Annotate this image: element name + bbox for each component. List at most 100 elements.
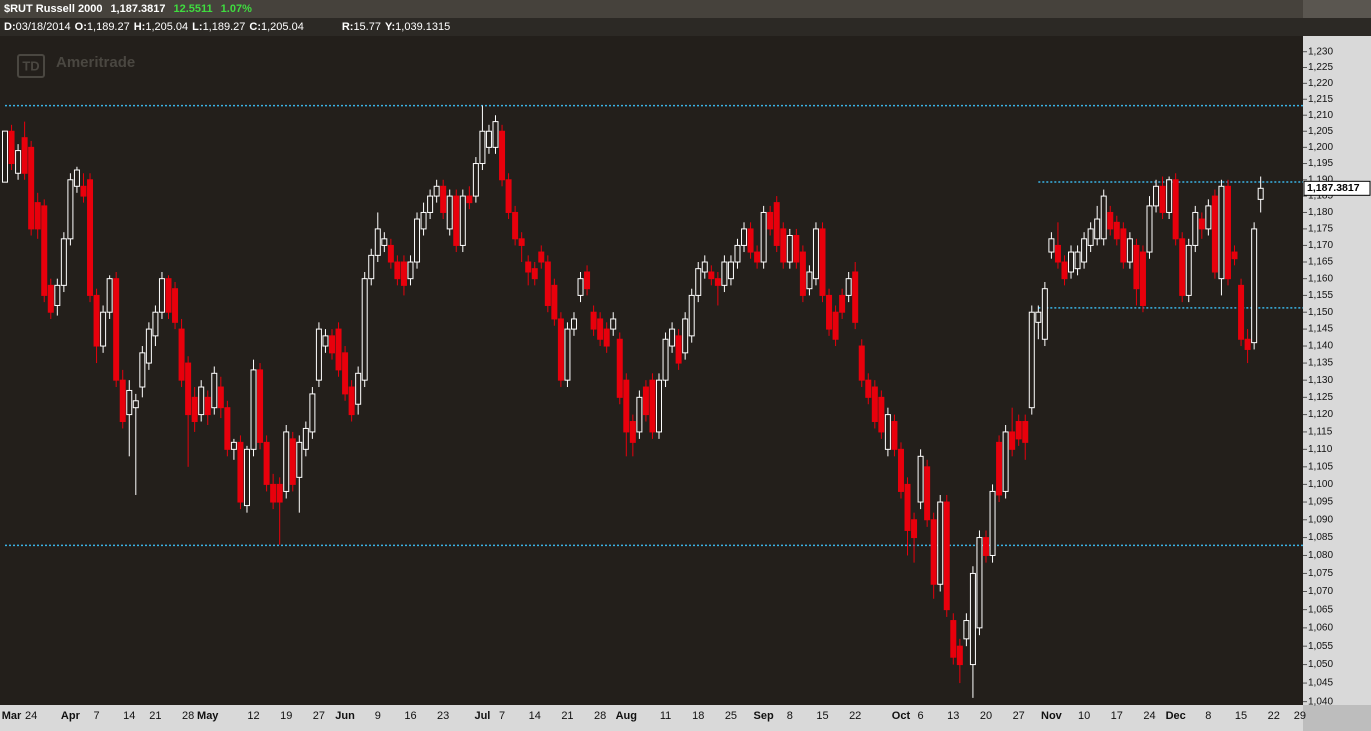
field-value: 1,205.04 [145, 21, 189, 33]
candle-body [812, 228, 819, 280]
candle-body [1028, 311, 1035, 409]
y-tick-label: 1,190 [1308, 174, 1333, 185]
candle-body [897, 448, 904, 492]
y-tick-label: 1,200 [1308, 142, 1333, 153]
x-tick-label: Nov [1041, 710, 1063, 722]
last-price: 1,187.3817 [110, 3, 166, 15]
candle-body [839, 294, 846, 313]
y-tick-label: 1,220 [1308, 78, 1333, 89]
candle-body [721, 261, 728, 286]
y-tick-label: 1,110 [1308, 444, 1333, 455]
candle-body [381, 238, 388, 246]
candle-body [355, 372, 362, 405]
candle-body [322, 335, 329, 347]
candle-body [871, 386, 878, 423]
candle-body [100, 311, 107, 347]
candle-body [158, 278, 165, 313]
candle-body [1224, 185, 1231, 280]
x-tick-label: 9 [375, 710, 381, 722]
candle-body [603, 328, 610, 347]
candle-body [865, 379, 872, 398]
x-tick-label: 24 [25, 710, 37, 722]
x-tick-label: Jul [474, 710, 490, 722]
last-price-box [1303, 180, 1371, 196]
candle-body [1185, 244, 1192, 296]
candle-body [1198, 218, 1205, 230]
x-tick-label: May [197, 710, 219, 722]
candle-body [656, 379, 662, 433]
candle-body [1041, 288, 1048, 340]
x-tick-label: Oct [892, 710, 911, 722]
candle-body [1126, 238, 1133, 263]
candle-body [8, 130, 15, 165]
y-axis-area [1303, 36, 1371, 731]
candle-body [1153, 185, 1160, 207]
candle-body [400, 261, 407, 286]
quote-row: $RUT Russell 2000 1,187.3817 12.5511 1.0… [0, 0, 1371, 18]
candle-body [224, 407, 231, 450]
y-tick-label: 1,065 [1308, 604, 1333, 615]
field-key: O: [74, 21, 87, 33]
candle-body [433, 185, 440, 197]
candle-body [512, 211, 519, 240]
candle-body [1035, 311, 1042, 323]
candle-body [976, 537, 983, 629]
y-tick-label: 1,185 [1308, 191, 1333, 202]
candle-body [368, 254, 375, 280]
candle-body [767, 211, 774, 230]
candle-body [132, 400, 139, 409]
y-tick-label: 1,150 [1308, 307, 1333, 318]
candle-body [60, 238, 67, 286]
candle-body [73, 169, 80, 187]
marks: 1,040 1,045 1,050 1,055 1,060 1,065 1,070 1,075… [2, 46, 1371, 722]
watermark-logo: TD [22, 58, 39, 73]
candle-body [145, 328, 152, 364]
cursor-key: R: [341, 21, 354, 33]
y-tick-label: 1,120 [1308, 409, 1333, 420]
candle-body [1244, 338, 1251, 350]
candle-body [1192, 211, 1199, 246]
candle-body [701, 261, 708, 273]
x-tick-label: 15 [816, 710, 828, 722]
candle-body [590, 311, 597, 330]
field-value: 1,189.27 [86, 21, 130, 33]
candle-body [695, 268, 702, 296]
candle-body [636, 396, 643, 433]
y-tick-label: 1,055 [1308, 641, 1333, 652]
y-tick-label: 1,060 [1308, 623, 1333, 634]
y-tick-label: 1,145 [1308, 324, 1333, 335]
candle-body [15, 150, 22, 174]
candle-body [47, 284, 54, 313]
x-tick-label: 11 [660, 710, 671, 722]
candle-body [453, 195, 460, 246]
x-tick-label: 18 [692, 710, 704, 722]
candle-body [819, 228, 826, 296]
x-axis-area [0, 705, 1371, 731]
candle-body [374, 228, 381, 256]
candle-body [1139, 251, 1146, 306]
candle-body [708, 271, 715, 280]
candle-body [492, 121, 499, 148]
x-tick-label: 22 [849, 710, 861, 722]
candle-body [178, 328, 185, 381]
candle-body [570, 318, 577, 330]
y-tick-label: 1,105 [1308, 461, 1333, 472]
candle-body [734, 244, 741, 263]
candle-body [688, 294, 695, 337]
y-tick-label: 1,160 [1308, 273, 1333, 284]
candle-body [1054, 244, 1061, 263]
x-tick-label: 20 [980, 710, 992, 722]
candle-body [969, 572, 976, 666]
scrollbar[interactable] [1303, 0, 1371, 18]
candle-body [361, 278, 368, 381]
y-tick-label: 1,050 [1308, 659, 1333, 670]
candle-body [950, 620, 957, 658]
candle-body [806, 271, 813, 290]
candle-body [499, 130, 506, 181]
candle-body [1120, 228, 1127, 263]
candle-body [472, 163, 479, 197]
field-value: 1,205.04 [261, 21, 304, 33]
candle-body [551, 284, 558, 320]
y-tick-label: 1,070 [1308, 586, 1333, 597]
candle-body [826, 294, 833, 330]
